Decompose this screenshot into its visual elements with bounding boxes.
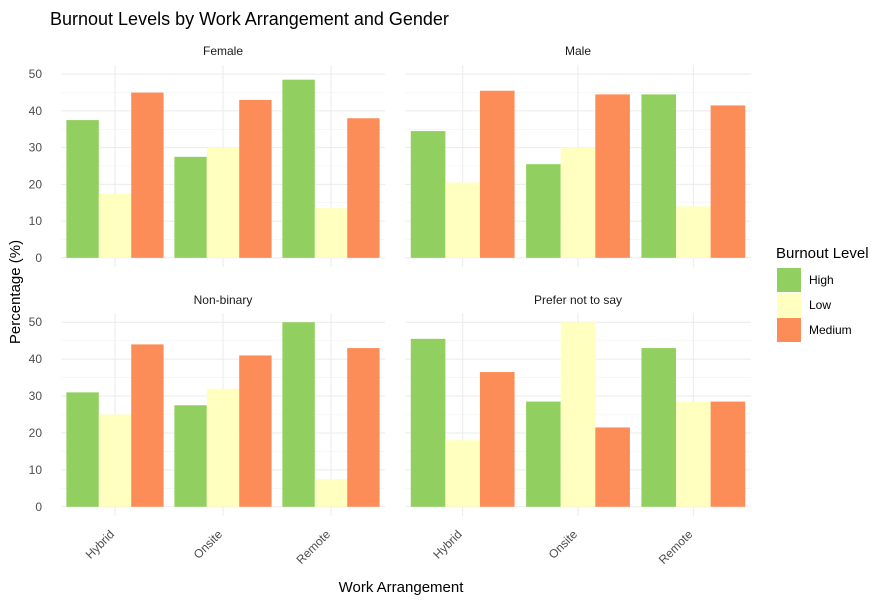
y-tick-label: 10 [29,214,43,228]
bar-low-hybrid [445,182,480,258]
facet-label: Male [565,44,591,58]
facet-label: Female [203,44,243,58]
bar-medium-onsite [239,99,272,258]
bar-low-remote [676,401,711,507]
legend-key-low [777,293,801,317]
x-tick-label: Hybrid [430,527,464,561]
bar-medium-hybrid [131,92,164,258]
bar-medium-remote [347,348,380,507]
legend-label: Medium [809,323,852,337]
bar-high-hybrid [66,392,99,507]
legend-label: Low [809,298,831,312]
y-tick-label: 0 [35,251,42,265]
legend-label: High [809,273,834,287]
x-tick-label: Hybrid [83,527,117,561]
y-tick-label: 50 [29,315,43,329]
facet-panel: Non-binary 0 10 20 30 40 50 Hybrid Onsite Remote [29,293,385,567]
y-axis-title: Percentage (%) [7,240,24,344]
facet-panels: Female 0 10 20 30 40 50 Male Non-binary 0 10 20 30 40… [29,44,751,567]
y-tick-label: 10 [29,463,43,477]
y-tick-label: 30 [29,141,43,155]
bar-low-onsite [206,388,240,507]
bar-medium-onsite [595,427,630,507]
legend-key-medium [777,318,801,342]
bar-medium-remote [710,401,746,507]
y-tick-label: 20 [29,177,43,191]
bar-medium-remote [710,105,746,258]
bar-medium-hybrid [479,372,515,507]
bar-low-remote [314,479,348,507]
bar-high-onsite [526,401,561,507]
bar-high-remote [282,322,315,507]
bar-high-hybrid [410,338,446,507]
facet-panel: Male [405,44,751,267]
legend: Burnout Level High Low Medium [776,245,869,342]
bar-high-remote [282,79,315,258]
bar-high-hybrid [410,131,446,258]
bar-high-hybrid [66,120,99,258]
facet-panel: Prefer not to say Hybrid Onsite Remote [405,293,751,567]
x-tick-label: Onsite [546,527,581,562]
bar-low-onsite [560,322,596,507]
y-tick-label: 40 [29,352,43,366]
bar-high-onsite [174,156,207,258]
x-tick-label: Remote [656,527,696,567]
chart-title: Burnout Levels by Work Arrangement and G… [50,9,449,29]
bar-low-onsite [206,147,240,258]
bar-medium-hybrid [131,344,164,507]
bar-high-onsite [174,405,207,507]
bar-high-remote [641,348,677,507]
bar-medium-onsite [239,355,272,507]
facet-panel: Female 0 10 20 30 40 50 [29,44,385,267]
bar-high-onsite [526,164,561,258]
x-tick-label: Remote [294,527,334,567]
y-tick-label: 0 [35,500,42,514]
bar-high-remote [641,94,677,258]
bar-medium-onsite [595,94,630,258]
bar-low-hybrid [98,193,132,258]
bar-low-remote [676,206,711,258]
bar-low-onsite [560,147,596,258]
bar-low-hybrid [98,414,132,507]
legend-key-high [777,268,801,292]
y-tick-label: 30 [29,389,43,403]
y-tick-label: 40 [29,104,43,118]
x-tick-label: Onsite [191,527,226,562]
bar-low-hybrid [445,440,480,507]
legend-title: Burnout Level [776,245,869,262]
bar-medium-hybrid [479,90,515,258]
bar-low-remote [314,208,348,258]
y-tick-label: 20 [29,426,43,440]
bar-medium-remote [347,118,380,258]
facet-label: Prefer not to say [534,293,622,307]
x-axis-title: Work Arrangement [339,579,465,596]
facet-label: Non-binary [194,293,253,307]
y-tick-label: 50 [29,67,43,81]
